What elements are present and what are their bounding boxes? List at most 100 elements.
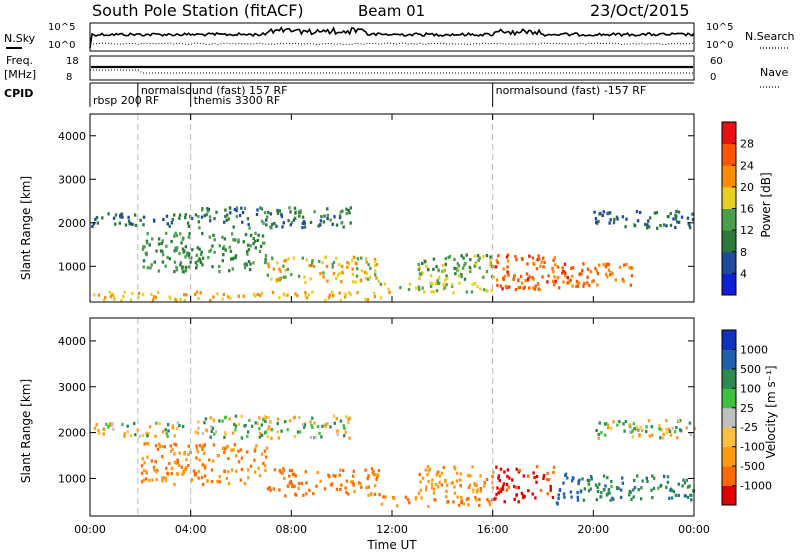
data-cell [577,482,580,486]
data-cell [153,468,156,472]
nsky-tick-low: 10^0 [48,40,75,51]
data-cell [201,263,204,267]
data-cell [178,213,182,217]
data-cell [520,491,524,495]
data-cell [176,472,179,476]
data-cell [175,233,179,238]
data-cell [308,264,311,268]
data-cell [645,476,648,480]
data-cell [503,274,507,278]
data-cell [502,267,505,271]
data-cell [143,442,146,446]
data-cell [583,281,586,285]
data-cell [374,264,377,268]
data-cell [162,253,165,257]
data-cell [329,483,333,487]
data-cell [353,255,356,259]
data-cell [97,431,101,435]
data-cell [181,237,185,241]
data-cell [463,263,466,267]
data-cell [542,476,545,480]
data-cell [491,486,495,490]
data-cell [527,277,530,281]
data-cell [470,290,474,294]
cpid-segment-label: themis 3300 RF [194,94,281,107]
colorbar-swatch [722,388,736,409]
data-cell [140,464,144,468]
data-cell [445,283,448,287]
data-cell [230,232,234,236]
data-cell [139,218,142,222]
data-cell [95,215,99,220]
data-cell [301,256,304,260]
data-cell [302,493,305,497]
data-cell [187,265,191,269]
nsearch-series [89,42,695,46]
data-cell [173,270,176,274]
data-cell [546,280,549,284]
data-cell [582,498,586,502]
data-cell [328,475,331,479]
data-cell [310,261,314,265]
colorbar-swatch [722,208,736,231]
data-cell [326,213,329,217]
data-cell [155,421,158,425]
data-cell [589,270,592,274]
data-cell [284,275,287,279]
data-cell [552,279,555,283]
data-cell [488,500,491,504]
data-cell [339,210,342,214]
data-cell [127,219,131,223]
data-cell [671,488,674,492]
data-cell [345,490,348,495]
data-cell [669,223,673,227]
data-cell [211,426,215,430]
y-tick-label: 1000 [58,472,86,485]
data-cell [173,234,176,238]
data-cell [688,421,692,425]
data-cell [204,464,207,468]
data-cell [507,485,510,489]
data-cell [608,221,611,225]
data-cell [259,244,263,248]
data-cell [305,296,309,300]
data-cell [431,478,434,482]
data-cell [174,246,177,250]
data-cell [290,273,293,277]
data-cell [492,265,496,269]
data-cell [331,265,334,269]
data-cell [233,443,236,447]
data-cell [310,263,313,267]
data-cell [248,226,251,230]
data-cell [519,274,523,278]
data-cell [259,206,262,210]
data-cell [617,486,620,490]
data-cell [349,292,352,297]
data-cell [479,489,482,493]
data-cell [605,493,609,497]
data-cell [456,268,459,272]
data-cell [531,286,535,290]
data-cell [348,291,351,295]
data-cell [514,485,518,489]
data-cell [602,262,605,267]
data-cell [335,417,338,421]
power-y-axis-label: Slant Range [km] [19,176,33,280]
data-cell [498,488,501,492]
data-cell [298,214,301,218]
data-cell [644,222,647,226]
data-cell [437,281,441,285]
data-cell [290,469,294,473]
data-cell [338,291,341,295]
data-cell [346,260,349,265]
data-cell [571,284,574,288]
data-cell [209,248,213,252]
data-cell [138,434,141,438]
data-cell [183,298,186,303]
data-cell [586,275,589,279]
data-cell [612,497,615,501]
data-cell [223,435,226,439]
data-cell [234,256,237,260]
data-cell [326,422,329,426]
data-cell [365,486,369,490]
